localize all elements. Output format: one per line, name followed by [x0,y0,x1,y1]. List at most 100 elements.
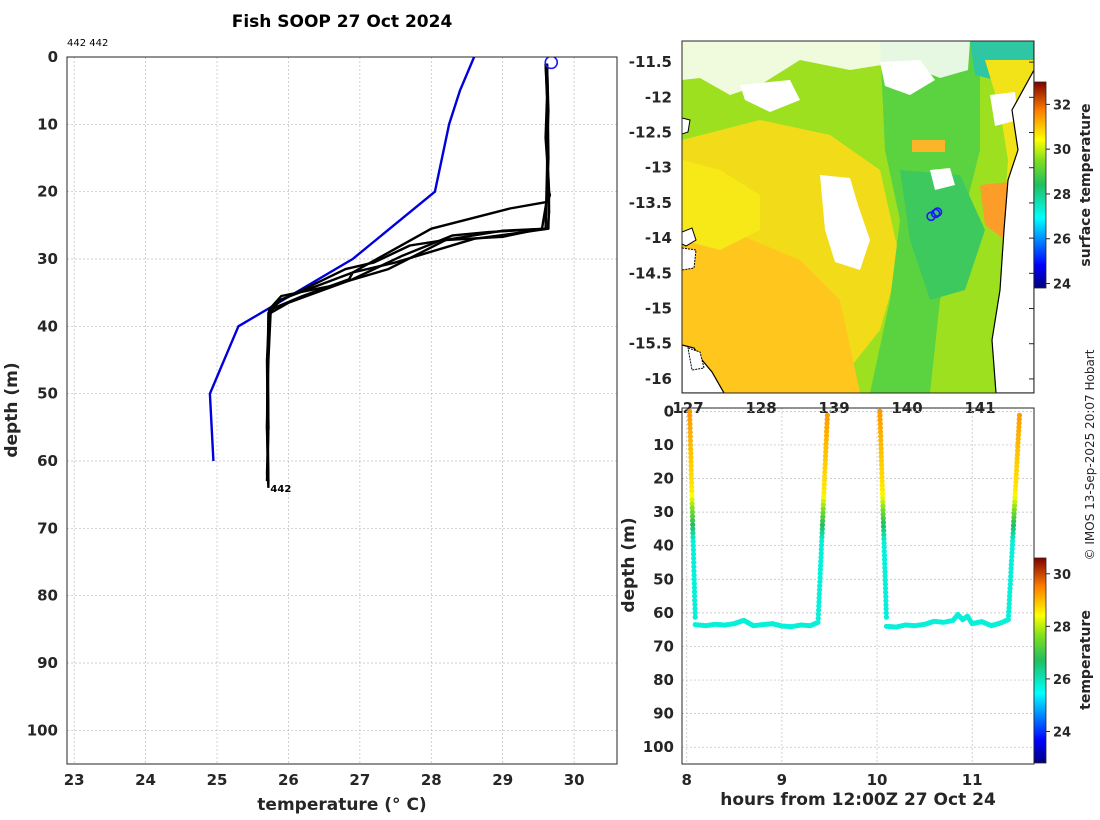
depth-time-point [691,568,697,574]
cloud-north [682,41,970,95]
sst-colorbar-tick-label: 32 [1053,98,1071,113]
depth-time-point [818,558,824,565]
profile-x-tick-label: 24 [135,771,156,789]
depth-time-point [689,488,695,494]
depth-time-point [691,585,698,591]
island-northwest [682,117,691,135]
depth-time-point [882,585,889,591]
depth-time-point [1012,487,1019,493]
depth-time-y-tick-label: 60 [653,604,674,622]
depth-time-y-tick-label: 40 [653,537,674,555]
sst-cool-core [900,170,985,300]
depth-time-point [820,510,826,516]
depth-time-point [1016,420,1022,426]
depth-time-point [879,474,885,480]
map-grid [1029,61,1034,380]
depth-time-point [881,548,887,554]
sst-warmest-southwest [682,230,860,393]
depth-time-point [1007,585,1013,591]
depth-time-point [1013,467,1020,473]
depth-time-point [881,532,887,538]
depth-time-point [1009,550,1015,556]
island-west-2 [682,247,697,271]
depth-time-point [879,478,885,484]
depth-time-point [878,449,884,456]
depth-time-point [819,530,825,536]
profile-line-climatology [208,57,476,462]
depth-time-point [1009,542,1016,548]
depth-time-point [1006,609,1012,615]
profile-x-tick-label: 27 [349,771,370,789]
depth-time-point [1008,565,1014,572]
depth-time-point [1012,499,1018,505]
depth-time-point [882,561,888,567]
depth-time-point [687,433,693,440]
depth-time-point [819,534,825,540]
depth-time-point [818,562,824,569]
depth-time-point [822,457,829,463]
temperature-colorbar-label: temperature [1078,610,1094,710]
depth-time-point [1007,581,1013,587]
depth-time-y-tick-label: 30 [653,503,674,521]
depth-time-point [822,465,828,471]
profile-surface-marker [544,57,559,70]
depth-time-point [688,467,694,473]
depth-time-point [1013,471,1019,477]
depth-time-point [816,607,822,613]
profile-x-tick-label: 30 [564,771,585,789]
depth-time-point [817,583,823,589]
depth-time-point [1005,613,1012,619]
temperature-colorbar-tick-label: 30 [1053,568,1071,583]
depth-time-point [879,487,886,493]
depth-time-point [882,573,888,579]
depth-time-point [883,594,889,600]
depth-time-point [877,425,884,431]
depth-time-point [1008,558,1015,564]
depth-time-point [880,515,886,522]
depth-time-point [1016,428,1022,434]
figure-title: Fish SOOP 27 Oct 2024 [232,12,453,32]
depth-time-point [690,551,697,557]
depth-time-point [1015,432,1022,438]
depth-time-point [687,421,693,427]
depth-time-point [817,579,823,585]
depth-time-point [822,453,829,459]
depth-time-ylabel: depth (m) [619,517,639,612]
depth-time-point [880,499,886,505]
map-y-tick-label: -14 [645,229,672,247]
sst-map-field [682,41,1034,393]
depth-time-point [689,480,695,486]
depth-time-point [688,450,694,456]
profile-grid [67,56,617,764]
depth-time-point [691,580,697,587]
depth-time-point [687,429,693,435]
depth-time-point [879,482,885,488]
map-y-tick-label: -12.5 [629,124,672,142]
depth-time-point [691,589,698,595]
depth-time-point [690,517,696,524]
depth-time-point [1006,601,1012,607]
depth-time-point [688,463,694,469]
depth-time-point [823,437,829,443]
sst-warm-patch [682,160,760,250]
sst-colorbar-tick-label: 24 [1053,278,1071,293]
depth-time-point [878,433,884,439]
depth-time-point [880,495,886,501]
sst-colorbar-label: surface temperature [1078,103,1094,266]
temperature-colorbar [1033,557,1047,764]
depth-time-point [820,498,827,504]
map-y-tick-label: -15 [645,300,672,318]
profile-y-tick-label: 100 [27,721,58,739]
depth-time-point [1010,538,1016,544]
depth-time-point [882,565,888,571]
depth-time-point [691,572,697,578]
depth-time-point [1013,475,1019,481]
map-y-tick-label: -11.5 [629,53,672,71]
depth-time-point [883,614,890,620]
credit-text: © IMOS 13-Sep-2025 20:07 Hobart [1083,349,1097,560]
profile-y-tick-label: 30 [37,250,58,268]
profile-y-tick-label: 10 [37,115,58,133]
profile-x-tick-label: 25 [207,771,228,789]
depth-time-point [816,587,823,593]
